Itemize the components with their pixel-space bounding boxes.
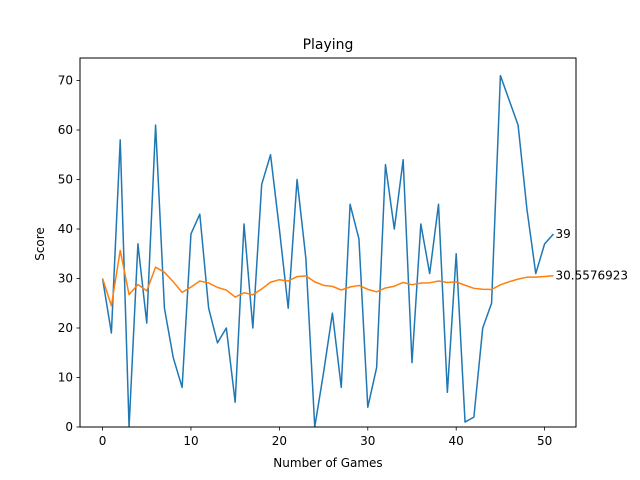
plot-area bbox=[101, 74, 555, 427]
y-tick-label: 30 bbox=[58, 272, 73, 286]
end-label-series-2: 30.5576923 bbox=[556, 269, 629, 283]
y-tick-label: 50 bbox=[58, 173, 73, 187]
y-tick-label: 40 bbox=[58, 222, 73, 236]
y-tick-label: 10 bbox=[58, 371, 73, 385]
x-tick-label: 0 bbox=[99, 434, 107, 448]
y-tick-label: 20 bbox=[58, 321, 73, 335]
y-tick-label: 60 bbox=[58, 123, 73, 137]
x-tick-label: 50 bbox=[537, 434, 552, 448]
series-line-1 bbox=[101, 74, 555, 427]
x-tick-label: 10 bbox=[183, 434, 198, 448]
x-axis-label: Number of Games bbox=[273, 456, 382, 470]
y-tick-label: 0 bbox=[65, 420, 73, 434]
x-tick-label: 20 bbox=[272, 434, 287, 448]
y-axis-label: Score bbox=[33, 227, 47, 261]
x-tick-label: 30 bbox=[360, 434, 375, 448]
series-line-2 bbox=[101, 249, 554, 307]
x-axis: 0 10 20 30 40 50 bbox=[99, 427, 552, 448]
end-label-series-1: 39 bbox=[556, 227, 571, 241]
plot-frame bbox=[79, 57, 577, 428]
y-axis: 0 10 20 30 40 50 60 70 bbox=[58, 74, 80, 434]
y-tick-label: 70 bbox=[58, 74, 73, 88]
chart-title: Playing bbox=[303, 37, 354, 53]
x-tick-label: 40 bbox=[449, 434, 464, 448]
